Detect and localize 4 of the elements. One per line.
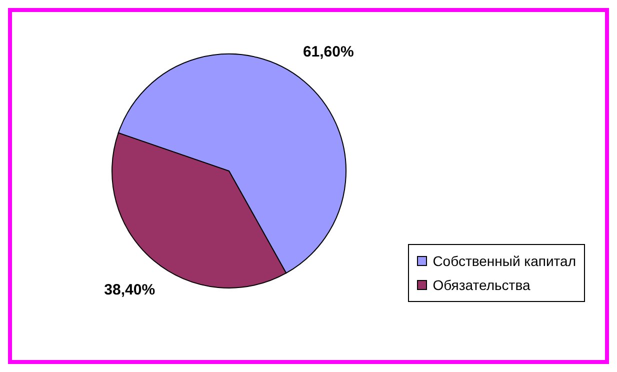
legend-label: Собственный капитал [432, 253, 576, 269]
legend-label: Обязательства [432, 277, 530, 293]
data-label: 38,40% [104, 281, 156, 298]
data-label: 61,60% [302, 44, 354, 61]
